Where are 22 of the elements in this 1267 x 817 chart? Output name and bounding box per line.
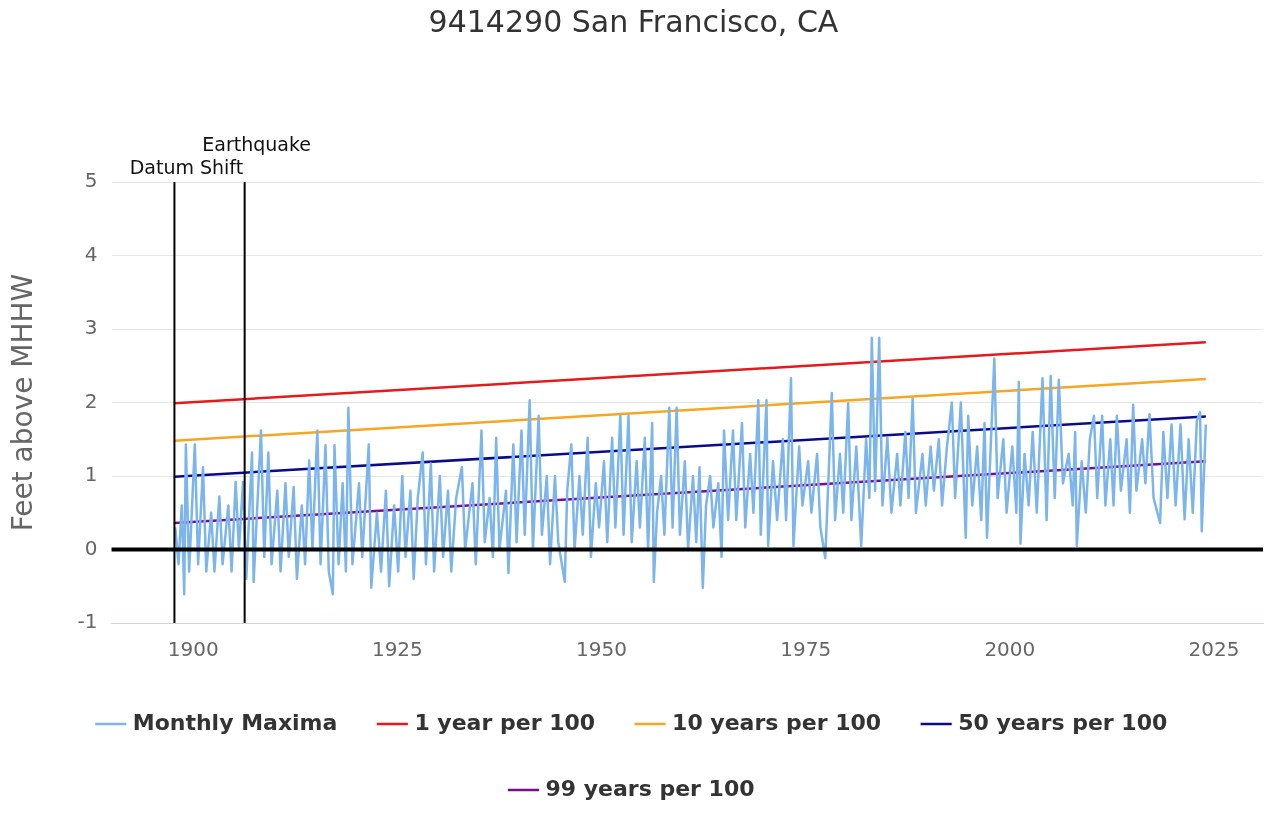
legend-label: 10 years per 100 xyxy=(672,709,882,735)
y-tick-label: -1 xyxy=(77,609,98,634)
y-tick-label: 5 xyxy=(84,168,98,193)
legend-label: Monthly Maxima xyxy=(132,709,338,735)
y-tick-label: 1 xyxy=(84,462,98,487)
x-tick-label: 1975 xyxy=(780,637,832,662)
ref-line-label: Datum Shift xyxy=(129,156,244,178)
chart-title: 9414290 San Francisco, CA xyxy=(428,3,839,39)
legend-label: 99 years per 100 xyxy=(545,775,755,801)
y-tick-label: 2 xyxy=(84,388,98,413)
x-tick-label: 2000 xyxy=(984,637,1036,662)
y-axis-title: Feet above MHHW xyxy=(6,273,40,532)
y-tick-label: 4 xyxy=(84,241,98,266)
x-tick-label: 1950 xyxy=(576,637,627,662)
legend-label: 50 years per 100 xyxy=(958,709,1168,735)
y-tick-label: 0 xyxy=(84,535,98,560)
ref-line-label: Earthquake xyxy=(202,133,312,155)
x-tick-label: 1925 xyxy=(371,637,423,662)
x-tick-label: 1900 xyxy=(167,637,219,662)
y-tick-label: 3 xyxy=(84,315,98,340)
legend-label: 1 year per 100 xyxy=(414,709,596,735)
x-tick-label: 2025 xyxy=(1188,637,1240,662)
